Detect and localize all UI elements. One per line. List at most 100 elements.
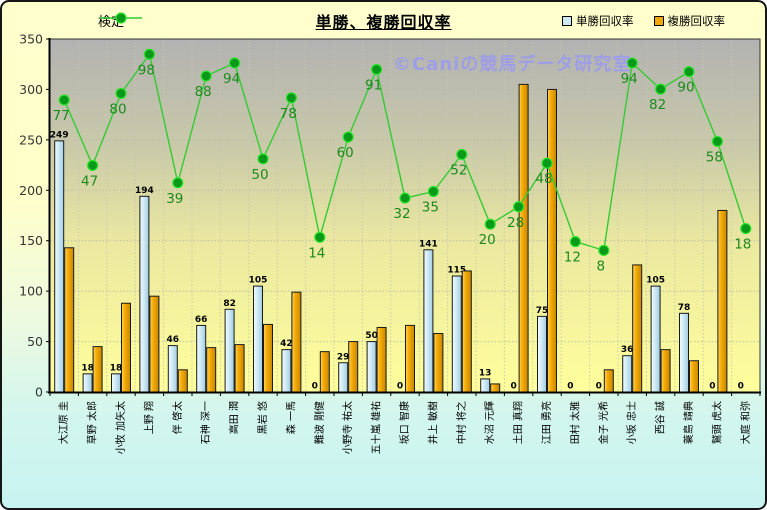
line-label: 91 xyxy=(365,78,382,94)
bar-単勝回収率-3 xyxy=(139,195,150,393)
line-marker-7 xyxy=(257,153,269,165)
legend-item-win: 単勝回収率 xyxy=(562,13,634,29)
bar-単勝回収率-1 xyxy=(82,373,93,393)
bar-単勝回収率-20 xyxy=(622,355,633,393)
category-label-24: 大庭 和弥 xyxy=(739,401,752,444)
category-label-23: 鷲頭 虎太 xyxy=(710,401,723,444)
category-label-3: 上野 翔 xyxy=(142,401,155,434)
line-marker-5 xyxy=(200,70,212,82)
bar-label: 0 xyxy=(738,382,744,392)
bar-label: 105 xyxy=(249,276,268,286)
line-marker-14 xyxy=(456,148,468,161)
category-label-0: 大江原 圭 xyxy=(57,401,70,444)
win-swatch-icon xyxy=(562,16,572,26)
category-label-8: 森 一馬 xyxy=(284,401,297,434)
line-label: 58 xyxy=(706,149,723,165)
bar-複勝回収率-12 xyxy=(405,324,415,393)
bar-複勝回収率-10 xyxy=(348,341,359,393)
y-tick-label: 350 xyxy=(19,32,43,47)
category-label-14: 中村 将之 xyxy=(455,401,468,444)
y-tick-label: 100 xyxy=(19,284,43,299)
bar-単勝回収率-14 xyxy=(451,275,462,393)
line-marker-1 xyxy=(86,159,99,171)
line-label: 77 xyxy=(53,108,70,124)
bar-単勝回収率-5 xyxy=(196,324,207,393)
bar-複勝回収率-13 xyxy=(433,333,444,393)
bar-複勝回収率-4 xyxy=(177,369,188,393)
bar-label: 42 xyxy=(280,339,293,349)
bar-単勝回収率-10 xyxy=(338,362,349,393)
line-label: 32 xyxy=(393,206,410,222)
bar-label: 46 xyxy=(167,335,180,345)
bar-label: 141 xyxy=(419,239,438,249)
y-tick-label: 250 xyxy=(19,132,43,147)
category-label-16: 土田 真翔 xyxy=(512,401,525,444)
y-tick-label: 50 xyxy=(27,334,43,349)
line-label: 78 xyxy=(280,106,297,122)
bar-複勝回収率-3 xyxy=(149,295,160,393)
line-marker-15 xyxy=(484,218,496,230)
bar-label: 29 xyxy=(337,352,350,362)
category-label-20: 小坂 忠士 xyxy=(625,401,638,444)
line-label: 47 xyxy=(81,173,98,189)
bar-複勝回収率-6 xyxy=(234,344,245,393)
bar-label: 82 xyxy=(223,299,236,309)
category-label-18: 田村 太雅 xyxy=(568,401,581,444)
category-label-9: 難波 剛健 xyxy=(313,401,326,444)
legend-place-label: 複勝回収率 xyxy=(667,14,726,28)
line-marker-12 xyxy=(399,192,411,204)
category-label-12: 坂口 智康 xyxy=(398,401,411,444)
bar-複勝回収率-16 xyxy=(518,83,529,393)
legend-win-label: 単勝回収率 xyxy=(576,14,634,28)
line-label: 39 xyxy=(166,191,183,207)
bar-複勝回収率-20 xyxy=(632,264,643,393)
line-marker-21 xyxy=(654,83,667,95)
bar-label: 105 xyxy=(646,276,665,286)
category-label-1: 草野 太郎 xyxy=(86,401,99,444)
line-marker-0 xyxy=(58,94,70,106)
category-label-13: 井上 敏樹 xyxy=(426,401,439,444)
category-label-19: 金子 光希 xyxy=(597,401,610,444)
line-label: 90 xyxy=(677,80,694,96)
category-label-2: 小牧 加矢太 xyxy=(114,401,127,454)
line-marker-13 xyxy=(427,185,439,198)
bar-単勝回収率-4 xyxy=(167,345,178,393)
bar-複勝回収率-15 xyxy=(490,383,501,393)
bar-複勝回収率-21 xyxy=(660,349,671,393)
bar-label: 115 xyxy=(447,266,466,276)
y-tick-label: 200 xyxy=(19,183,43,198)
bar-label: 18 xyxy=(110,363,123,373)
line-label: 12 xyxy=(564,250,581,266)
line-marker-18 xyxy=(569,236,582,248)
bar-単勝回収率-8 xyxy=(281,349,292,393)
bar-label: 0 xyxy=(397,382,403,392)
line-label: 94 xyxy=(621,71,638,87)
line-marker-23 xyxy=(711,135,724,148)
bar-複勝回収率-19 xyxy=(603,369,614,393)
bar-単勝回収率-7 xyxy=(253,285,263,393)
line-marker-17 xyxy=(541,157,553,169)
bar-単勝回収率-21 xyxy=(650,285,661,393)
line-marker-24 xyxy=(740,222,752,235)
category-label-6: 高田 潤 xyxy=(228,401,241,434)
bar-label: 194 xyxy=(135,186,154,196)
line-label: 88 xyxy=(195,84,212,100)
line-label: 28 xyxy=(507,215,524,231)
line-marker-11 xyxy=(371,63,383,76)
bar-label: 50 xyxy=(365,331,378,341)
line-label: 8 xyxy=(597,258,606,274)
bar-単勝回収率-11 xyxy=(366,341,377,393)
line-marker-20 xyxy=(626,57,638,69)
category-label-4: 伴 啓太 xyxy=(171,401,184,434)
y-tick-label: 150 xyxy=(19,233,43,248)
legend-item-place: 複勝回収率 xyxy=(653,13,726,29)
line-marker-6 xyxy=(229,57,241,69)
category-label-15: 水沼 元輝 xyxy=(483,401,496,444)
bar-label: 0 xyxy=(567,382,573,392)
chart-title: 単勝、複勝回収率 xyxy=(315,13,452,32)
line-label: 94 xyxy=(223,71,240,87)
category-label-11: 五十嵐 雄祐 xyxy=(370,401,383,454)
line-marker-9 xyxy=(314,231,326,243)
bar-label: 0 xyxy=(510,382,516,392)
